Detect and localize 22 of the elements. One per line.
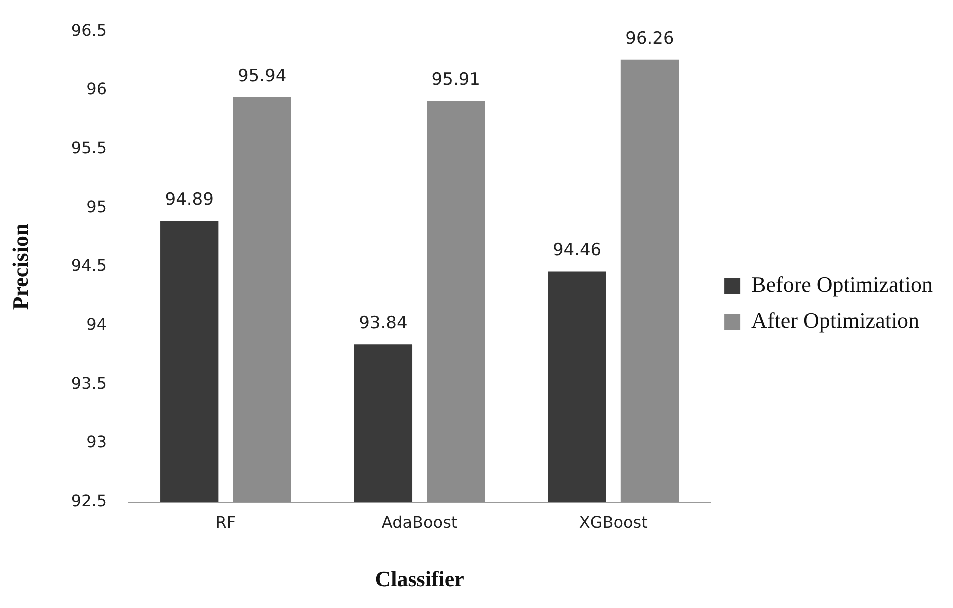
y-tick-label: 96 <box>86 80 108 99</box>
y-axis-title: Precision <box>8 224 33 310</box>
x-axis-title: Classifier <box>375 566 465 592</box>
y-tick-label: 92.5 <box>71 492 108 511</box>
data-label: 95.94 <box>238 66 287 86</box>
data-label: 95.91 <box>432 70 480 90</box>
y-tick-label: 95.5 <box>71 138 108 158</box>
y-tick-label: 94.5 <box>71 256 108 276</box>
x-tick-label: RF <box>216 513 236 532</box>
data-label: 93.84 <box>359 314 408 334</box>
data-label: 94.89 <box>165 190 214 210</box>
y-tick-label: 93 <box>86 432 108 452</box>
x-tick-label: XGBoost <box>579 513 648 532</box>
y-tick-label: 96.5 <box>71 20 108 40</box>
x-tick-label: AdaBoost <box>382 513 458 532</box>
data-label: 94.46 <box>552 240 602 261</box>
legend-label: Before Optimization <box>752 272 934 297</box>
legend-label: After Optimization <box>752 308 920 333</box>
y-tick-label: 94 <box>86 315 108 334</box>
data-label: 96.26 <box>626 28 674 49</box>
y-tick-label: 93.5 <box>71 374 108 393</box>
y-tick-label: 95 <box>86 197 108 216</box>
